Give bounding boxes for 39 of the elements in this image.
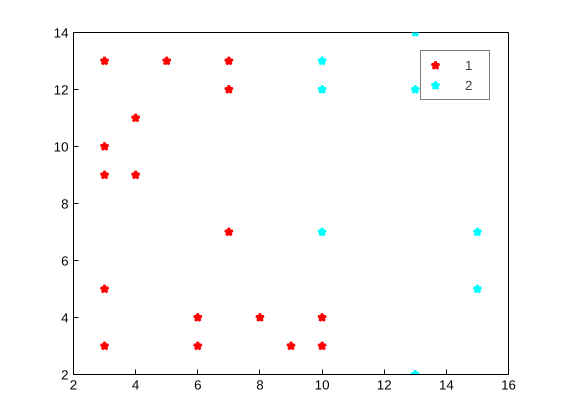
point xyxy=(130,170,141,180)
point xyxy=(224,226,234,236)
point xyxy=(100,141,110,151)
y-tick-label: 4 xyxy=(61,310,70,326)
x-tick-label: 6 xyxy=(194,378,202,392)
point xyxy=(317,312,328,322)
point xyxy=(472,284,482,294)
point xyxy=(100,56,110,66)
point xyxy=(100,170,110,180)
point xyxy=(317,84,328,94)
point xyxy=(286,340,296,350)
point xyxy=(192,340,203,350)
x-tick-label: 8 xyxy=(256,378,264,392)
point xyxy=(317,340,328,350)
y-tick-label: 12 xyxy=(54,82,69,98)
point xyxy=(472,226,482,236)
y-tick-label: 10 xyxy=(54,140,69,154)
y-tick-label: 6 xyxy=(61,254,69,268)
point xyxy=(100,284,110,294)
point xyxy=(100,340,110,350)
point xyxy=(130,112,141,122)
y-tick-label: 8 xyxy=(61,196,69,212)
x-tick-label: 16 xyxy=(501,378,516,392)
x-tick-label: 14 xyxy=(438,378,454,392)
x-tick-label: 10 xyxy=(314,378,330,392)
point xyxy=(224,84,234,94)
legend-label: 2 xyxy=(465,78,474,92)
y-tick-label: 2 xyxy=(61,368,69,382)
point xyxy=(162,56,172,66)
point xyxy=(410,84,420,94)
point xyxy=(317,226,328,236)
point xyxy=(317,56,328,66)
point xyxy=(224,56,234,66)
x-tick-label: 4 xyxy=(132,378,140,392)
legend-label: 1 xyxy=(465,58,474,72)
y-tick-label: 14 xyxy=(54,26,70,40)
point xyxy=(192,312,203,322)
x-tick-label: 12 xyxy=(376,378,392,392)
point xyxy=(254,312,265,322)
